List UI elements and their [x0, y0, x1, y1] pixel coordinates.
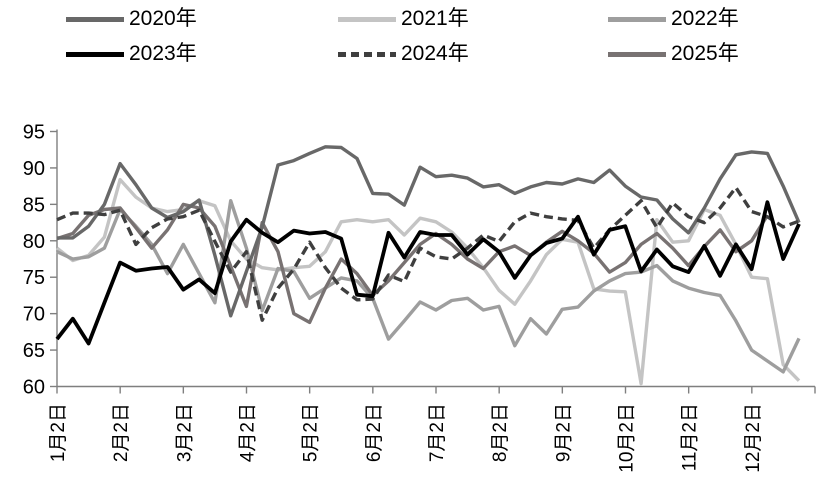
y-tick-label: 85 [23, 194, 45, 216]
legend-swatch-2022年 [608, 16, 666, 22]
legend-item-2024年: 2024年 [338, 41, 469, 67]
y-tick-label: 75 [23, 267, 45, 289]
x-tick-label: 1月2日 [48, 403, 69, 462]
x-tick-label: 11月2日 [680, 403, 701, 471]
legend-label-2023年: 2023年 [129, 42, 197, 65]
x-tick-label: 8月2日 [490, 403, 511, 462]
series-line-2023年 [55, 200, 801, 346]
x-tick-label: 7月2日 [427, 403, 448, 462]
x-tick-label: 9月2日 [553, 403, 574, 462]
legend-label-2025年: 2025年 [671, 42, 739, 65]
x-tick-label: 5月2日 [301, 403, 322, 462]
legend-swatch-2025年 [608, 51, 666, 57]
legend-label-2020年: 2020年 [129, 7, 197, 30]
legend-swatch-2023年 [66, 51, 124, 57]
legend-swatch-2020年 [66, 16, 124, 22]
y-tick-label: 65 [23, 340, 45, 362]
legend-item-2021年: 2021年 [338, 6, 469, 32]
x-tick-label: 3月2日 [174, 403, 195, 462]
series-line-2024年 [56, 185, 800, 322]
x-tick-label: 6月2日 [364, 403, 385, 462]
legend-label-2022年: 2022年 [671, 7, 739, 30]
legend-item-2022年: 2022年 [608, 6, 739, 32]
legend-swatch-2024年 [338, 51, 396, 57]
legend-item-2023年: 2023年 [66, 41, 197, 67]
x-tick-label: 2月2日 [111, 403, 132, 462]
x-tick-label: 10月2日 [617, 403, 638, 473]
x-tick-label: 4月2日 [238, 403, 259, 462]
y-tick-label: 90 [23, 158, 45, 180]
legend-item-2025年: 2025年 [608, 41, 739, 67]
chart-legend: 2020年 2021年 2022年 2023年 2024年 2025年 [0, 0, 831, 80]
y-tick-label: 70 [23, 304, 45, 326]
series-line-2022年 [56, 198, 801, 374]
x-tick-label: 12月2日 [743, 403, 764, 473]
series-line-2021年 [55, 177, 801, 386]
legend-swatch-2021年 [338, 16, 396, 22]
series-line-2020年 [57, 145, 801, 318]
legend-label-2024年: 2024年 [401, 42, 469, 65]
series-line-2025年 [56, 202, 769, 325]
legend-label-2021年: 2021年 [401, 7, 469, 30]
y-tick-label: 80 [23, 231, 45, 253]
y-tick-label: 60 [23, 377, 45, 399]
y-tick-label: 95 [23, 122, 45, 144]
legend-item-2020年: 2020年 [66, 6, 197, 32]
